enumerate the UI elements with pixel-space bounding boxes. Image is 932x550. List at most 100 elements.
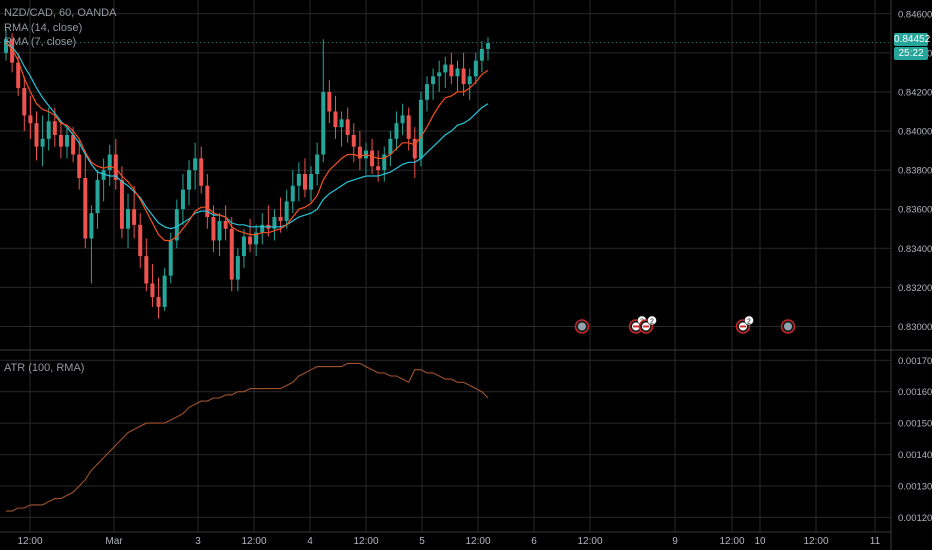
candle <box>473 52 478 85</box>
candle <box>22 76 27 132</box>
candle <box>302 158 307 198</box>
candle <box>388 131 393 167</box>
candlestick-series <box>4 29 490 319</box>
event-markers[interactable]: 322 <box>574 315 796 334</box>
atr-tick-label: 0.00150 <box>898 419 932 430</box>
moving-average-lines <box>5 42 489 242</box>
candle <box>77 140 82 190</box>
candle <box>65 127 70 159</box>
price-tick-label: 0.84000 <box>898 127 932 138</box>
time-tick-label: 12:00 <box>803 536 828 547</box>
time-tick-label: 12:00 <box>577 536 602 547</box>
candle <box>321 39 326 163</box>
candle <box>83 150 88 249</box>
candle <box>168 232 173 284</box>
candle <box>107 144 112 186</box>
event-count-badge: 2 <box>747 318 751 325</box>
candle <box>376 150 381 182</box>
candle <box>333 95 338 139</box>
time-tick-label: 12:00 <box>17 536 42 547</box>
candle <box>10 33 15 73</box>
candle <box>455 60 460 92</box>
candle <box>144 238 149 292</box>
candle <box>205 174 210 229</box>
symbol-legend[interactable]: NZD/CAD, 60, OANDA <box>4 7 117 19</box>
candle <box>418 91 423 167</box>
price-tick-label: 0.83600 <box>898 205 932 216</box>
candle <box>223 205 228 241</box>
candle <box>113 138 118 190</box>
candle <box>4 29 8 61</box>
time-tick-label: 9 <box>672 536 678 547</box>
candle <box>309 166 314 202</box>
time-tick-label: 6 <box>531 536 537 547</box>
candle <box>132 185 137 239</box>
time-tick-label: 12:00 <box>241 536 266 547</box>
event-marker-flag: 2 <box>638 315 657 334</box>
candle <box>156 277 161 319</box>
time-tick-label: 12:00 <box>353 536 378 547</box>
candle <box>162 267 167 311</box>
event-marker-flag: 2 <box>735 315 754 334</box>
candle <box>486 37 490 61</box>
atr-line <box>6 362 489 512</box>
price-tick-label: 0.84200 <box>898 87 932 98</box>
candle <box>345 107 350 143</box>
candle <box>351 123 356 163</box>
time-axis[interactable]: 12:00 Mar 3 12:00 4 12:00 5 12:00 6 12:00 9 12:00 10… <box>17 536 880 547</box>
atr-indicator-line <box>6 362 489 512</box>
candle <box>46 107 51 151</box>
candle <box>290 170 295 214</box>
event-marker-globe <box>780 319 796 334</box>
candle <box>138 213 143 268</box>
candle <box>229 217 234 292</box>
candle <box>89 205 94 284</box>
candle <box>461 52 466 96</box>
atr-legend[interactable]: ATR (100, RMA) <box>4 362 85 374</box>
event-count-badge: 2 <box>650 318 654 325</box>
candle <box>241 228 246 268</box>
atr-tick-label: 0.00160 <box>898 387 932 398</box>
candle <box>382 146 387 182</box>
ma7-line <box>5 42 489 242</box>
candle <box>187 160 192 206</box>
time-tick-label: 3 <box>195 536 201 547</box>
candle <box>315 142 320 186</box>
ma14-line <box>5 42 489 230</box>
candle <box>40 115 45 167</box>
ma14-legend[interactable]: RMA (14, close) <box>4 22 83 34</box>
atr-tick-label: 0.00120 <box>898 513 932 524</box>
price-tick-label: 0.83000 <box>898 322 932 333</box>
candle <box>479 41 484 73</box>
candle <box>235 248 240 292</box>
globe-icon <box>578 322 586 331</box>
candle <box>58 123 63 159</box>
globe-icon <box>784 322 792 331</box>
candle <box>180 174 185 225</box>
price-tick-label: 0.83800 <box>898 166 932 177</box>
candle <box>272 209 277 241</box>
candle <box>412 127 417 178</box>
candle <box>357 131 362 171</box>
atr-axis[interactable]: 0.00170 0.00160 0.00150 0.00140 0.00130 0.001… <box>898 356 932 524</box>
candle <box>119 166 124 239</box>
candle <box>199 146 204 194</box>
last-price-tag: 0.84452 <box>894 33 931 46</box>
candle <box>101 158 106 202</box>
candle <box>394 111 399 151</box>
candle <box>437 60 442 92</box>
candle <box>126 193 131 249</box>
candle <box>150 263 155 307</box>
candle <box>400 103 405 135</box>
candle <box>467 68 472 100</box>
ma7-legend[interactable]: RMA (7, close) <box>4 36 77 48</box>
countdown-tag: 25:22 <box>894 47 928 60</box>
candle <box>339 111 344 147</box>
price-tick-label: 0.84600 <box>898 9 932 20</box>
atr-tick-label: 0.00140 <box>898 450 932 461</box>
time-tick-label: 10 <box>754 536 766 547</box>
candle <box>424 76 429 112</box>
time-tick-label: 12:00 <box>719 536 744 547</box>
